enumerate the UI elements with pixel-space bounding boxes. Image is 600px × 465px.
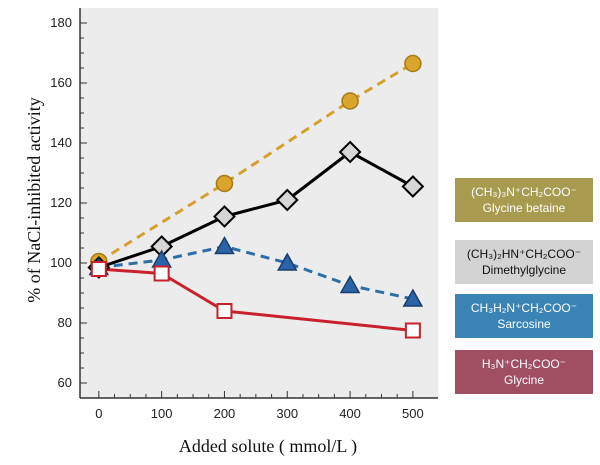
x-tick-label: 200 <box>214 406 236 421</box>
x-tick-label: 300 <box>276 406 298 421</box>
legend-entry-glycine: H₃N⁺CH₂COO⁻ Glycine <box>455 350 593 394</box>
y-tick-label: 180 <box>50 15 72 30</box>
y-tick-label: 140 <box>50 135 72 150</box>
data-point-dimethylglycine <box>213 205 236 228</box>
plot-area <box>80 8 438 398</box>
data-point-dimethylglycine <box>401 175 425 198</box>
series-line-dimethylglycine <box>98 150 414 269</box>
data-point-sarcosine <box>276 252 298 271</box>
data-point-glycine-betaine <box>341 92 359 110</box>
data-point-glycine-betaine <box>404 54 422 73</box>
y-tick-label: 160 <box>50 75 72 90</box>
data-point-glycine <box>216 303 233 319</box>
legend-entry-dimethylglycine: (CH₃)₂HN⁺CH₂COO⁻ Dimethylglycine <box>455 240 593 284</box>
series-line-glycine-betaine <box>98 62 414 263</box>
y-tick-label: 100 <box>50 255 72 270</box>
data-point-dimethylglycine <box>338 140 362 164</box>
legend-label: Dimethylglycine <box>481 263 567 277</box>
legend-label: Glycine betaine <box>482 201 566 215</box>
y-tick-label: 80 <box>58 315 72 330</box>
x-tick-label: 500 <box>402 406 424 421</box>
x-tick-label: 100 <box>151 406 173 421</box>
legend-formula: (CH₃)₂HN⁺CH₂COO⁻ <box>466 247 582 261</box>
data-point-dimethylglycine <box>275 188 299 212</box>
y-axis-title: % of NaCl-inhibited activity <box>24 97 44 302</box>
y-tick-label: 60 <box>58 375 72 390</box>
data-point-glycine-betaine <box>215 174 234 193</box>
x-tick-label: 400 <box>339 406 361 421</box>
legend-label: Glycine <box>503 373 544 387</box>
legend-formula: (CH₃)₃N⁺CH₂COO⁻ <box>471 185 577 199</box>
data-point-sarcosine <box>214 235 235 255</box>
legend-formula: CH₃H₂N⁺CH₂COO⁻ <box>470 301 578 315</box>
data-point-sarcosine <box>339 274 361 294</box>
series-line-glycine <box>98 267 414 332</box>
data-point-glycine <box>153 265 170 282</box>
legend-entry-sarcosine: CH₃H₂N⁺CH₂COO⁻ Sarcosine <box>455 294 593 338</box>
legend-label: Sarcosine <box>497 317 551 331</box>
x-tick-label: 0 <box>95 406 102 421</box>
legend-formula: H₃N⁺CH₂COO⁻ <box>481 357 567 371</box>
x-axis-title: Added solute ( mmol/L ) <box>179 436 357 457</box>
data-point-glycine <box>404 322 421 339</box>
series-line-sarcosine <box>98 245 414 301</box>
y-tick-label: 120 <box>50 195 72 210</box>
data-point-glycine <box>90 261 107 277</box>
legend-entry-glycine-betaine: (CH₃)₃N⁺CH₂COO⁻ Glycine betaine <box>455 178 593 222</box>
data-point-sarcosine <box>402 288 424 307</box>
